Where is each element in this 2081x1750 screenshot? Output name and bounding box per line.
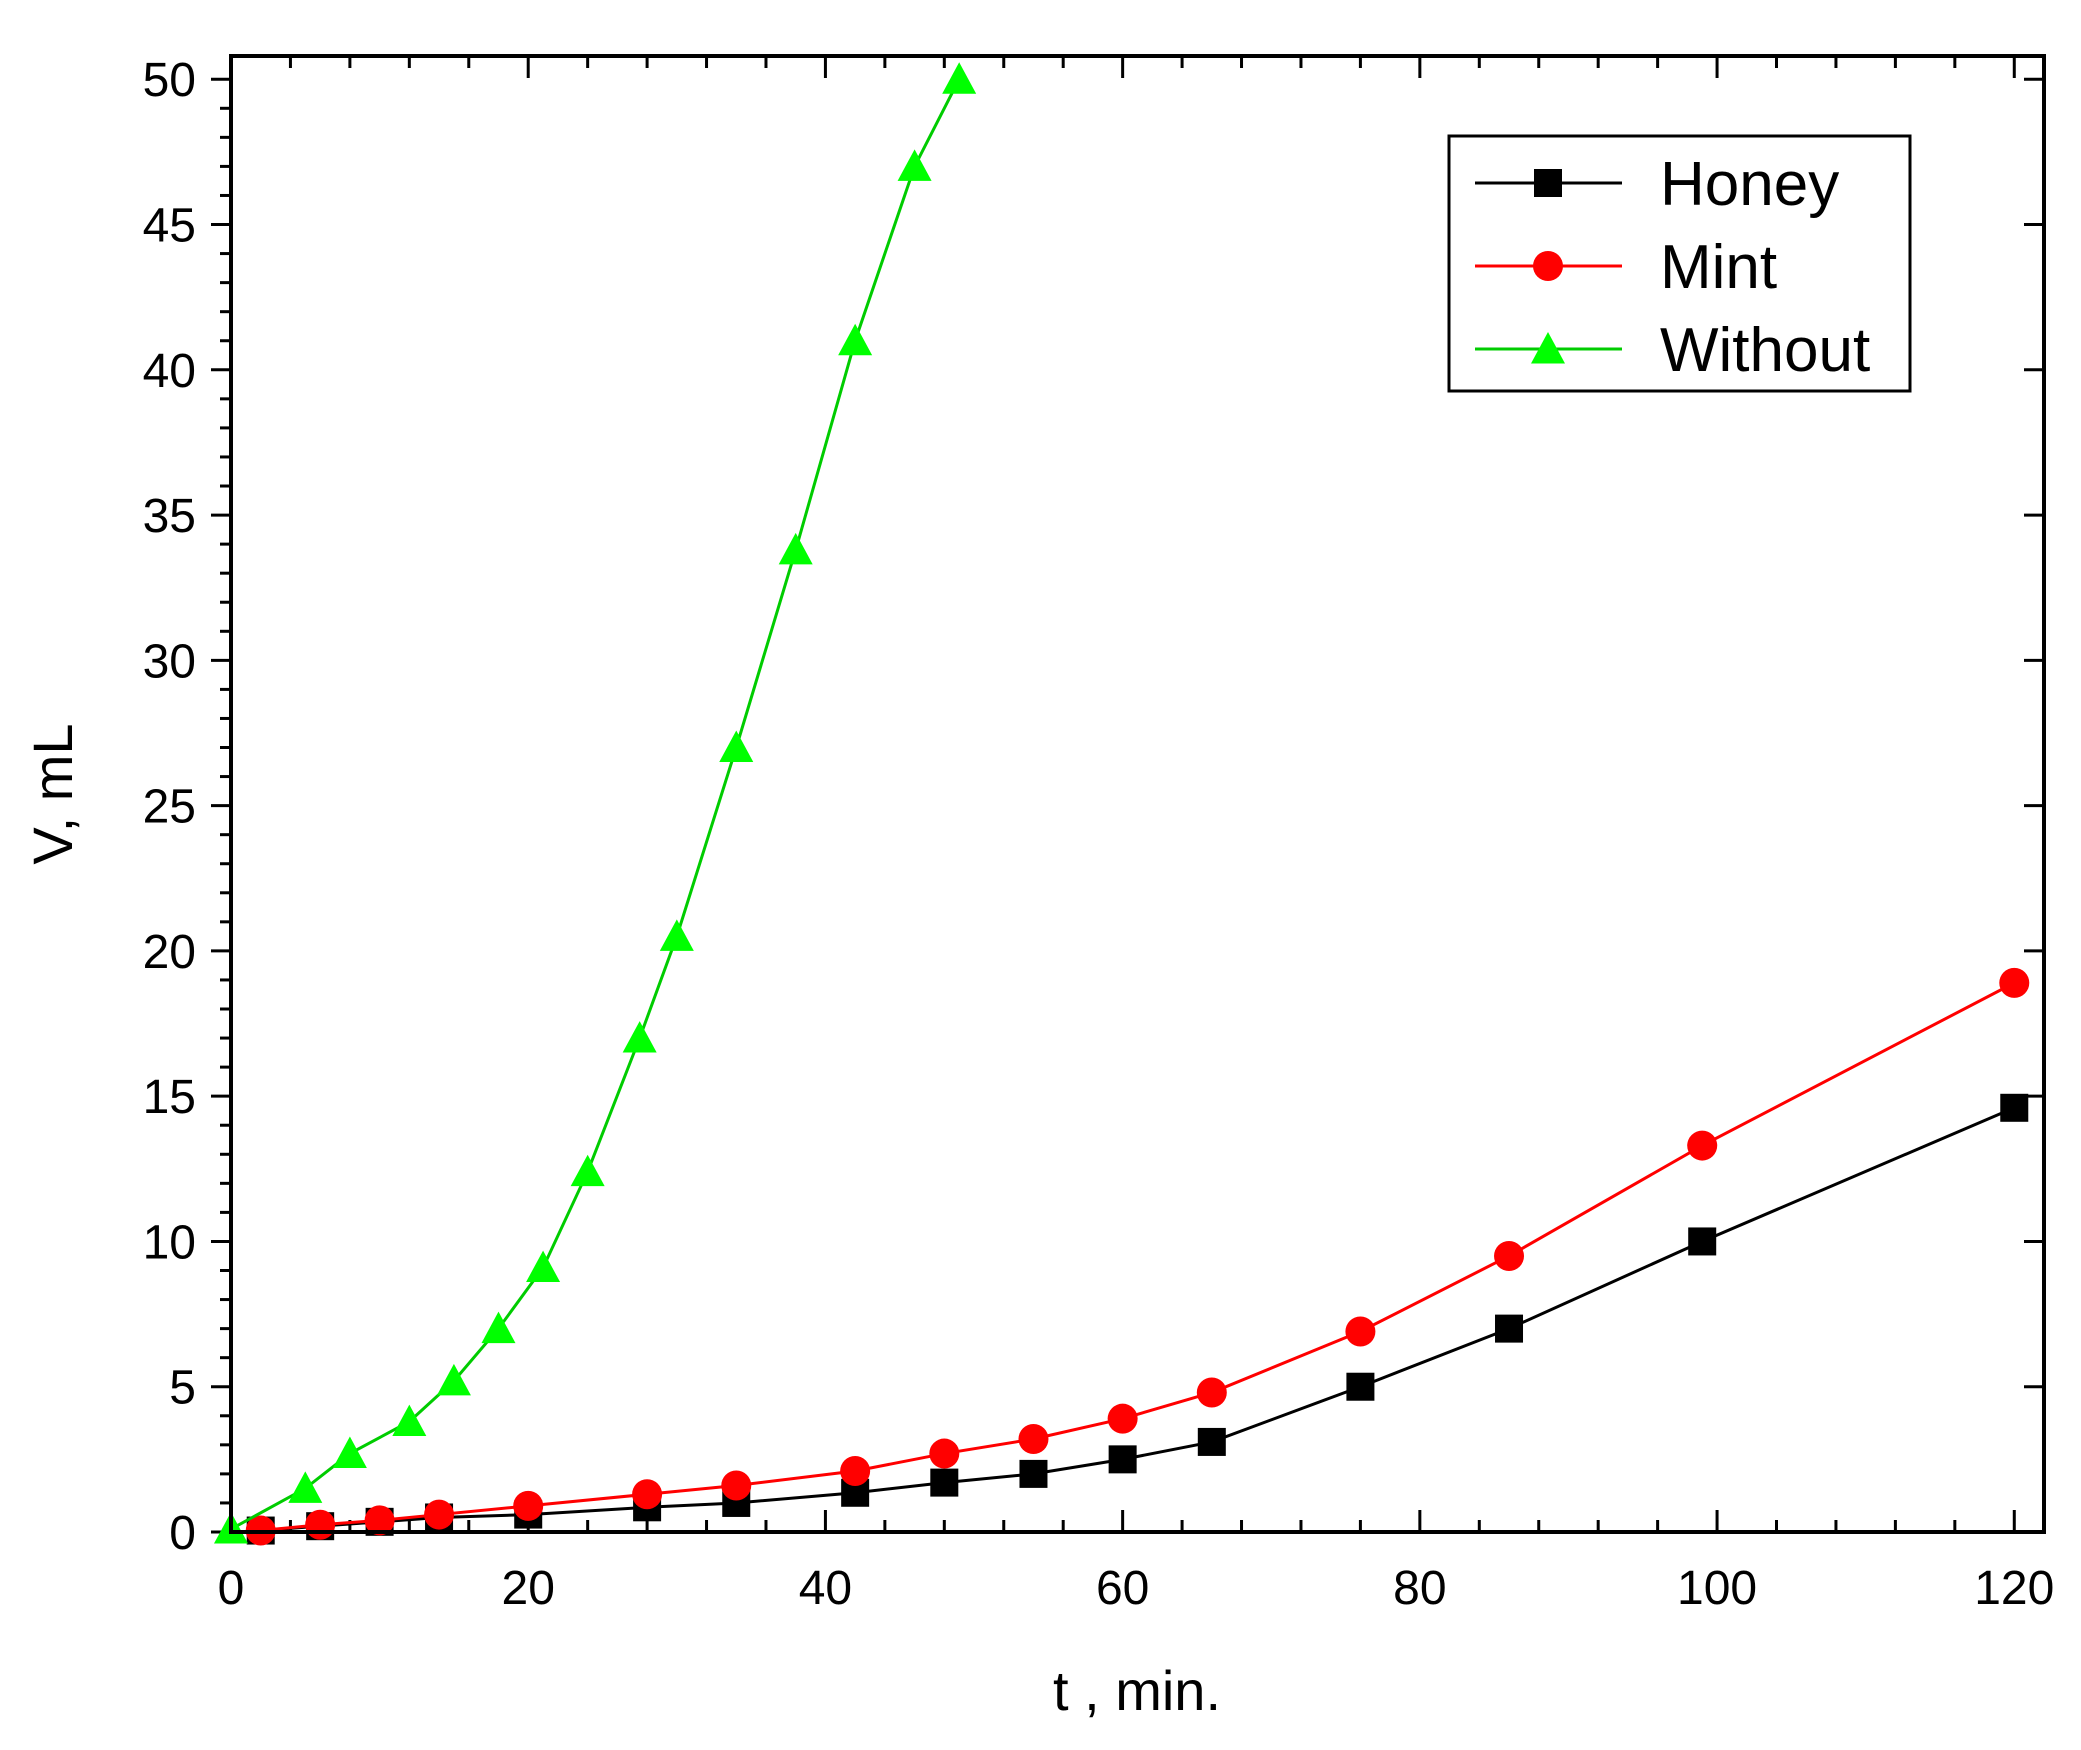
- data-point-without: [436, 1363, 471, 1396]
- legend-marker-without: [1531, 332, 1565, 364]
- data-point-honey: [1495, 1314, 1524, 1343]
- data-point-without: [838, 323, 873, 356]
- data-point-mint: [1196, 1377, 1227, 1408]
- data-point-mint: [424, 1499, 455, 1530]
- y-tick-label: 25: [143, 781, 196, 834]
- data-point-honey: [2000, 1093, 2029, 1122]
- x-tick-label: 0: [218, 1562, 245, 1615]
- y-tick-label: 15: [143, 1071, 196, 1124]
- series-line-mint: [260, 981, 2015, 1533]
- y-tick-label: 40: [143, 345, 196, 398]
- data-point-without: [288, 1471, 323, 1503]
- series-layer: [214, 62, 2030, 1546]
- x-tick-label: 100: [1677, 1562, 1757, 1615]
- data-point-mint: [513, 1490, 544, 1521]
- data-point-mint: [840, 1455, 871, 1486]
- y-tick-label: 20: [143, 926, 196, 979]
- x-tick-label: 20: [502, 1562, 555, 1615]
- data-point-mint: [1687, 1130, 1718, 1161]
- data-point-mint: [929, 1438, 960, 1469]
- x-tick-label: 80: [1393, 1562, 1446, 1615]
- data-point-without: [942, 62, 977, 94]
- y-tick-label: 5: [169, 1362, 196, 1415]
- data-point-mint: [1999, 967, 2030, 998]
- series-without: [214, 62, 977, 1544]
- ticks-layer: 0 20 40 60 80 100 120 0 5 10 15 20 25 30 35 40 45 50: [143, 54, 2055, 1615]
- data-point-without: [332, 1436, 367, 1469]
- data-point-mint: [632, 1479, 663, 1510]
- x-tick-label: 120: [1974, 1562, 2054, 1615]
- legend-marker-mint: [1533, 251, 1563, 281]
- data-point-mint: [721, 1470, 752, 1501]
- data-point-honey: [1688, 1227, 1717, 1256]
- data-point-mint: [1494, 1240, 1525, 1271]
- data-point-honey: [1346, 1372, 1375, 1401]
- plot-area-frame: [229, 54, 2046, 1534]
- legend: Honey Mint Without: [1447, 134, 1912, 393]
- y-axis-title: V, mL: [21, 723, 84, 864]
- data-point-honey: [1108, 1445, 1137, 1474]
- legend-label-honey: Honey: [1660, 150, 1839, 219]
- data-point-mint: [1107, 1403, 1138, 1434]
- data-point-without: [622, 1021, 657, 1053]
- y-tick-label: 30: [143, 635, 196, 688]
- data-point-without: [719, 730, 754, 762]
- data-point-honey: [1019, 1459, 1048, 1488]
- legend-marker-honey: [1534, 169, 1562, 197]
- series-line-honey: [260, 1106, 2015, 1533]
- y-tick-label: 50: [143, 54, 196, 107]
- data-point-without: [778, 532, 813, 565]
- legend-label-mint: Mint: [1660, 233, 1777, 302]
- data-point-honey: [930, 1468, 959, 1497]
- y-tick-label: 0: [169, 1507, 196, 1560]
- data-point-without: [897, 149, 932, 181]
- x-tick-label: 40: [799, 1562, 852, 1615]
- y-tick-label: 45: [143, 200, 196, 253]
- data-point-without: [659, 919, 694, 951]
- y-tick-label: 10: [143, 1216, 196, 1269]
- data-point-without: [526, 1250, 561, 1283]
- data-point-mint: [1345, 1316, 1376, 1347]
- data-point-honey: [1197, 1427, 1226, 1456]
- data-point-mint: [364, 1505, 395, 1536]
- legend-entries: Honey Mint Without: [1475, 150, 1870, 385]
- x-tick-label: 60: [1096, 1562, 1149, 1615]
- data-point-mint: [305, 1509, 336, 1540]
- legend-label-without: Without: [1660, 316, 1870, 385]
- data-point-without: [481, 1311, 516, 1344]
- data-point-without: [392, 1404, 427, 1437]
- data-point-without: [570, 1154, 605, 1187]
- x-axis-title: t , min.: [1053, 1659, 1221, 1722]
- data-point-mint: [1018, 1424, 1049, 1455]
- y-tick-label: 35: [143, 490, 196, 543]
